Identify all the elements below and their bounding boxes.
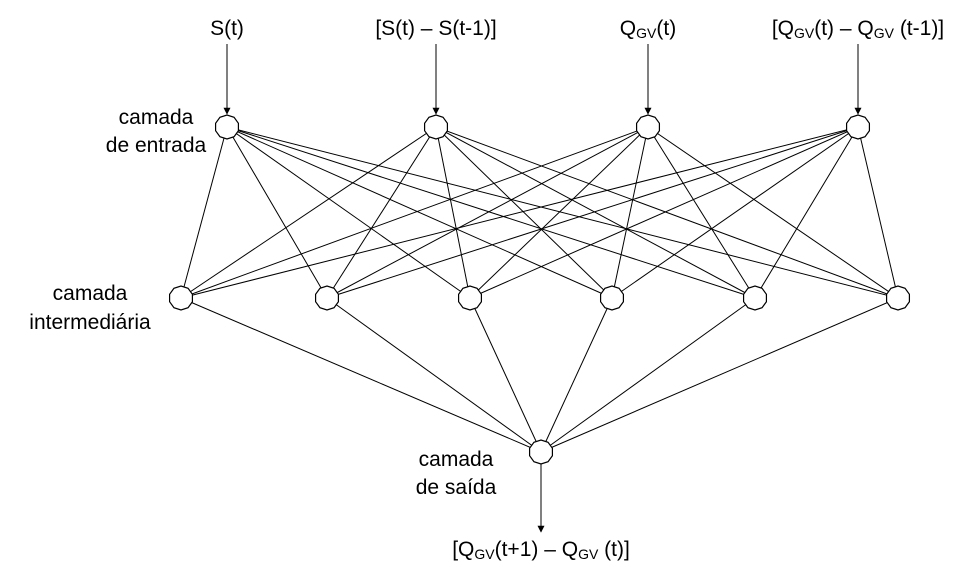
input-layer-label-line1: camada [119,106,194,129]
hidden-layer-label-line1: camada [53,282,128,305]
edge-input3-hidden4 [611,126,649,299]
edge-hidden6-output [540,297,899,453]
edge-input1-hidden1 [180,126,228,299]
edge-input4-hidden4 [611,126,859,299]
edge-input3-hidden3 [469,126,649,299]
neurons [168,114,911,465]
input-label-s: S(t) [210,17,244,40]
hidden-layer-label-line2: intermediária [29,311,151,334]
input-node-1 [214,114,240,140]
edge-input2-hidden4 [435,126,613,299]
input-layer-label-line2: de entrada [106,134,207,157]
hidden-node-5 [742,285,768,311]
output-layer-label-line1: camada [419,448,494,471]
input-node-3 [635,114,661,140]
edge-input2-hidden5 [435,126,756,299]
hidden-node-2 [314,285,340,311]
input-label-delta-qgv: [QGV(t) – QGV (t-1)] [772,17,944,41]
edge-input1-hidden5 [226,126,756,299]
arrows [223,44,862,533]
edge-input1-hidden4 [226,126,613,299]
connections [180,126,899,453]
edge-input1-hidden6 [226,126,899,299]
input-label-delta-s: [S(t) – S(t-1)] [375,17,496,40]
edge-input3-hidden2 [326,126,649,299]
edge-hidden3-output [469,297,542,453]
edge-input1-hidden2 [226,126,328,299]
output-layer-label-line2: de saída [416,476,497,499]
edge-input2-hidden3 [435,126,471,299]
input-node-4 [845,114,871,140]
edge-input3-hidden1 [180,126,649,299]
edge-hidden1-output [180,297,542,453]
hidden-node-4 [599,285,625,311]
edge-input4-hidden1 [180,126,859,299]
edge-input2-hidden2 [326,126,437,299]
edge-input4-hidden3 [469,126,859,299]
hidden-node-1 [168,285,194,311]
edge-input1-hidden3 [226,126,471,299]
edge-input4-hidden5 [754,126,859,299]
edge-hidden5-output [540,297,756,453]
input-node-2 [423,114,449,140]
edge-hidden4-output [540,297,613,453]
output-node [528,439,554,465]
edge-hidden2-output [326,297,542,453]
hidden-node-3 [457,285,483,311]
input-label-qgv: QGV(t) [620,17,676,41]
hidden-node-6 [885,285,911,311]
edge-input4-hidden2 [326,126,859,299]
edge-input2-hidden6 [435,126,899,299]
edge-input3-hidden6 [647,126,899,299]
edge-input3-hidden5 [647,126,756,299]
edge-input2-hidden1 [180,126,437,299]
output-label: [QGV(t+1) – QGV (t)] [452,538,630,562]
edge-input4-hidden6 [857,126,899,299]
